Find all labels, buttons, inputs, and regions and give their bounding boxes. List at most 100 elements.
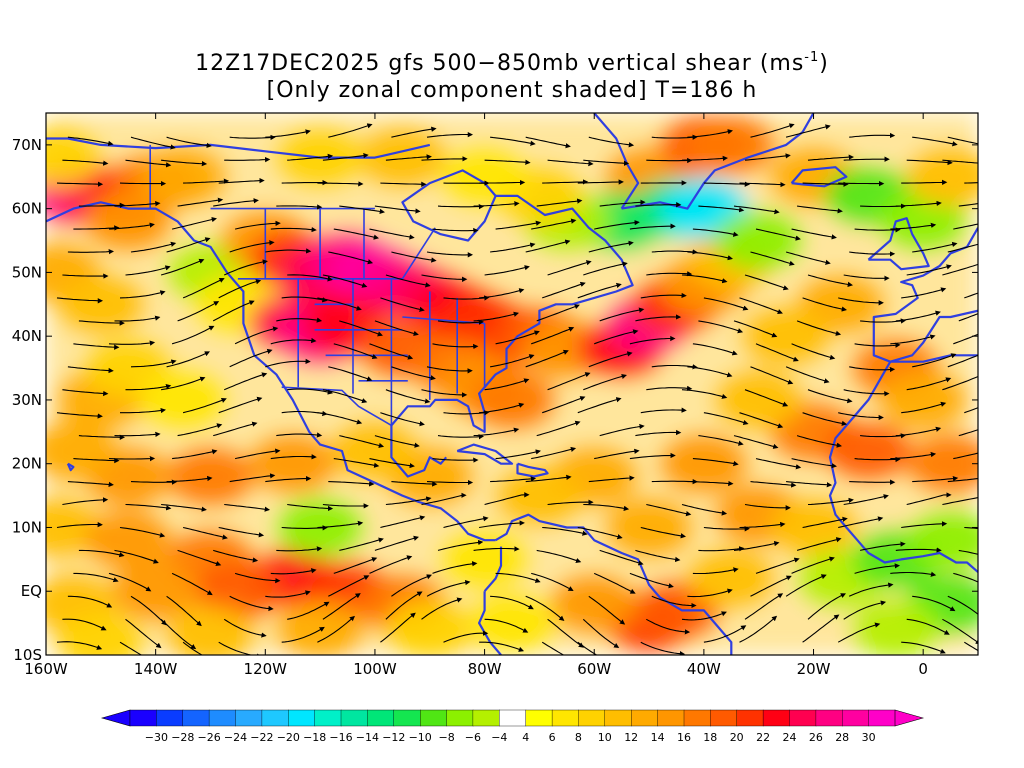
streamline (166, 136, 212, 149)
coastline-segment (516, 462, 549, 478)
colorbar-label: 20 (730, 731, 744, 744)
streamline (213, 549, 259, 563)
streamline (629, 335, 676, 345)
streamline (906, 159, 953, 166)
streamline (437, 434, 485, 440)
streamline (114, 549, 159, 564)
streamline (287, 274, 333, 282)
streamline (114, 201, 161, 207)
colorbar-label: 24 (783, 731, 797, 744)
streamline (78, 549, 125, 558)
streamline (807, 274, 854, 287)
colorbar-label: −20 (277, 731, 300, 744)
streamline (473, 311, 519, 322)
streamline (895, 426, 942, 437)
colorbar-label: 18 (703, 731, 717, 744)
streamline (582, 618, 620, 649)
streamline (265, 248, 312, 254)
streamline (426, 366, 473, 374)
streamline (890, 451, 937, 460)
streamline (421, 492, 467, 506)
colorbar-swatch (736, 709, 764, 727)
streamline (703, 297, 749, 311)
streamline (322, 593, 361, 620)
colorbar-swatch (551, 709, 579, 727)
streamline (964, 182, 978, 184)
streamline (495, 330, 540, 345)
streamline (218, 526, 265, 538)
streamline (744, 389, 789, 407)
streamline (125, 503, 172, 511)
colorbar-swatch (789, 709, 817, 727)
streamline (703, 181, 751, 187)
colorbar-swatch (815, 709, 843, 727)
streamline (322, 503, 369, 509)
streamline (426, 251, 474, 258)
streamline (281, 626, 325, 643)
streamline (958, 313, 978, 322)
streamline (739, 297, 783, 314)
streamline (594, 329, 639, 345)
streamline (317, 615, 355, 643)
streamline (755, 343, 799, 362)
streamline (177, 197, 224, 207)
streamline (385, 154, 432, 161)
streamline (67, 366, 114, 374)
shading-cell (468, 593, 556, 654)
streamline (681, 274, 728, 284)
streamline (838, 180, 885, 187)
streamline (594, 220, 640, 230)
streamline (901, 641, 946, 654)
colorbar-label: −16 (329, 731, 352, 744)
streamline (895, 200, 942, 207)
lat-tick-label: 20N (12, 455, 42, 473)
colorbar-swatch (604, 709, 632, 727)
streamline (73, 225, 120, 231)
streamline (218, 396, 263, 414)
streamline (265, 358, 311, 368)
streamline (802, 297, 847, 312)
streamline (547, 618, 584, 648)
streamline (646, 618, 691, 635)
shading-cell (687, 114, 776, 175)
colorbar-label: −18 (303, 731, 326, 744)
streamline (62, 273, 109, 279)
streamline (791, 458, 838, 469)
streamline (374, 320, 419, 336)
streamline (687, 129, 733, 138)
streamline (802, 181, 849, 187)
streamline (796, 320, 842, 336)
shading-cell (687, 548, 776, 609)
streamline (322, 274, 368, 288)
map-frame (45, 112, 979, 656)
streamline (67, 595, 113, 608)
streamline (958, 429, 978, 437)
streamline (906, 618, 950, 635)
title-superscript: -1 (804, 50, 819, 65)
streamline (490, 136, 536, 146)
streamline (339, 435, 385, 448)
lat-tick-label: EQ (21, 582, 42, 600)
streamline (947, 354, 978, 368)
streamline (421, 274, 468, 282)
streamline (484, 618, 529, 633)
colorbar-label: −10 (409, 731, 432, 744)
colorbar-swatch (288, 709, 316, 727)
streamline (942, 263, 978, 276)
streamline (473, 427, 520, 437)
coastline-segment (66, 462, 75, 472)
streamline (125, 383, 172, 391)
streamline (958, 203, 978, 207)
streamline (531, 446, 577, 460)
streamline (114, 431, 161, 437)
streamline (218, 279, 262, 299)
colorbar-swatch (235, 709, 263, 727)
streamline (906, 492, 952, 506)
streamline (333, 343, 378, 360)
political-boundary (401, 227, 436, 280)
streamline (629, 452, 676, 460)
streamline (536, 304, 580, 322)
streamline (78, 202, 126, 208)
streamline (750, 481, 797, 488)
streamline (542, 179, 589, 185)
